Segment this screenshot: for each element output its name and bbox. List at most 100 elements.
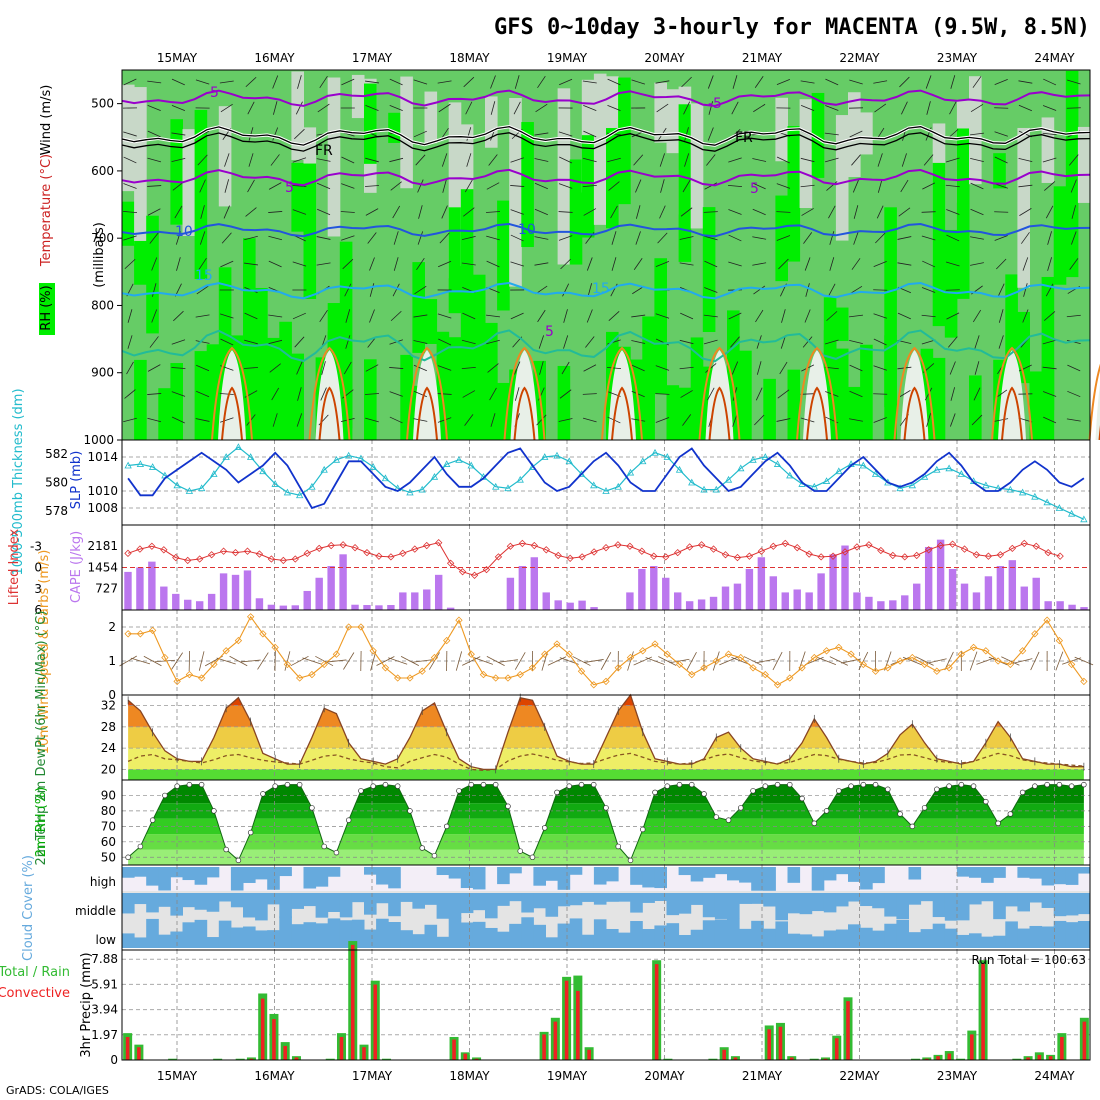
- lifted-index-point: [865, 541, 873, 549]
- wind-barb: [438, 103, 451, 113]
- wind-barb: [970, 103, 984, 113]
- bottom-date-label: 16MAY: [254, 1069, 295, 1083]
- cloud-mid-bar: [1017, 893, 1030, 912]
- cloud-high-bar: [267, 867, 280, 890]
- cloud-low-bar: [509, 923, 522, 948]
- wind-barb: [898, 390, 911, 398]
- wind-barb: [292, 209, 307, 215]
- panel-frame: [121, 949, 1091, 1061]
- cape-bar: [446, 607, 455, 610]
- wind-barb: [224, 153, 230, 167]
- wind-barb: [1066, 107, 1081, 109]
- lifted-index-point: [279, 556, 288, 565]
- wind-barb: [996, 258, 1007, 270]
- thickness-point: [737, 464, 745, 472]
- cloud-high-bar: [569, 867, 583, 875]
- cape-bar: [769, 576, 778, 610]
- cape-bar: [303, 590, 311, 610]
- cloud-high-bar: [472, 867, 486, 890]
- cloud-mid-bar: [557, 893, 571, 907]
- temp-tick-label: 24: [101, 741, 116, 755]
- wind-barb: [800, 104, 815, 112]
- wind-barb: [365, 417, 379, 423]
- legend-wind: Wind (m/s): [39, 85, 54, 156]
- wind-speed-point: [1031, 630, 1039, 638]
- cloud-low-bar: [593, 919, 607, 948]
- rh-moist-patch: [860, 344, 873, 440]
- wind-barb: [583, 130, 597, 138]
- precip-conv-bar: [249, 1058, 254, 1060]
- cloud-low-bar: [1029, 925, 1043, 948]
- cloud-high-bar: [993, 867, 1006, 878]
- wind-barb: [127, 335, 133, 349]
- thickness-point: [590, 481, 598, 489]
- cloud-low-bar: [751, 920, 764, 948]
- wind-barb: [388, 657, 408, 665]
- cloud-mid-bar: [835, 893, 849, 907]
- contour-label: 5: [545, 324, 554, 340]
- wind-barb: [582, 417, 597, 423]
- wind-speed-point: [822, 647, 831, 655]
- wind-barb: [171, 132, 186, 136]
- wind-barb: [416, 257, 425, 271]
- rh2m-point: [1056, 781, 1063, 788]
- top-date-label: 21MAY: [742, 51, 783, 65]
- cloud-mid-bar: [521, 893, 534, 913]
- wind-speed-point: [1006, 660, 1015, 669]
- wind-barb: [392, 205, 401, 219]
- rh2m-point: [541, 825, 548, 831]
- wind-barb: [390, 310, 402, 322]
- lifted-index-point: [1020, 539, 1028, 548]
- wind-barb: [196, 285, 209, 295]
- wind-speed-point: [1067, 660, 1076, 669]
- wind-speed-point: [737, 653, 745, 662]
- wind-barb: [1045, 205, 1054, 219]
- precip-conv-bar: [373, 984, 378, 1060]
- rh-moist-patch: [763, 378, 776, 440]
- rh2m-point: [811, 820, 818, 827]
- thickness-point: [492, 482, 500, 490]
- cloud-low-bar: [678, 934, 692, 948]
- thickness-point: [761, 453, 769, 460]
- cloud-low-bar: [170, 931, 183, 948]
- thickness-point: [835, 467, 843, 475]
- wind-barb: [631, 79, 646, 85]
- thickness-point: [1018, 488, 1027, 496]
- rh2m-point: [590, 781, 597, 788]
- cloud-label-high: high: [90, 875, 116, 889]
- rh-dry-patch: [400, 76, 413, 189]
- wind-barb: [873, 261, 887, 267]
- rh-dry-patch: [122, 84, 135, 192]
- wind-barb: [560, 258, 571, 270]
- precip-total-bar: [168, 1058, 178, 1060]
- rh2m-point: [235, 857, 242, 864]
- cloud-mid-bar: [569, 893, 583, 906]
- rh-moist-patch: [606, 128, 619, 229]
- top-date-label: 22MAY: [839, 51, 880, 65]
- wind-barb: [143, 655, 162, 667]
- cape-bar: [172, 593, 180, 610]
- top-date-label: 19MAY: [547, 51, 588, 65]
- bottom-date-label: 18MAY: [449, 1069, 490, 1083]
- wind-barb: [851, 154, 861, 166]
- wind-barb: [921, 314, 936, 318]
- wind-barb: [779, 361, 788, 375]
- wind-barb: [684, 127, 689, 141]
- rh-moist-patch: [497, 200, 510, 311]
- cloud-low-bar: [533, 924, 546, 948]
- contour-30: [806, 386, 828, 441]
- thickness-point: [553, 451, 561, 459]
- wind-barb: [777, 389, 790, 399]
- cape-bar: [1068, 604, 1076, 610]
- precip-conv-bar: [924, 1058, 929, 1060]
- wind-barb: [147, 105, 161, 111]
- wind-speed-point: [295, 674, 304, 682]
- rh2m-point: [309, 805, 315, 811]
- precip-conv-bar: [778, 1026, 783, 1060]
- precip-conv-bar: [981, 964, 985, 1060]
- rh-moist-patch: [739, 350, 752, 440]
- thickness-tick-label: 578: [45, 504, 68, 518]
- cloud-mid-bar: [727, 893, 740, 919]
- cape-bar: [757, 557, 766, 610]
- cloud-high-bar: [1029, 867, 1043, 879]
